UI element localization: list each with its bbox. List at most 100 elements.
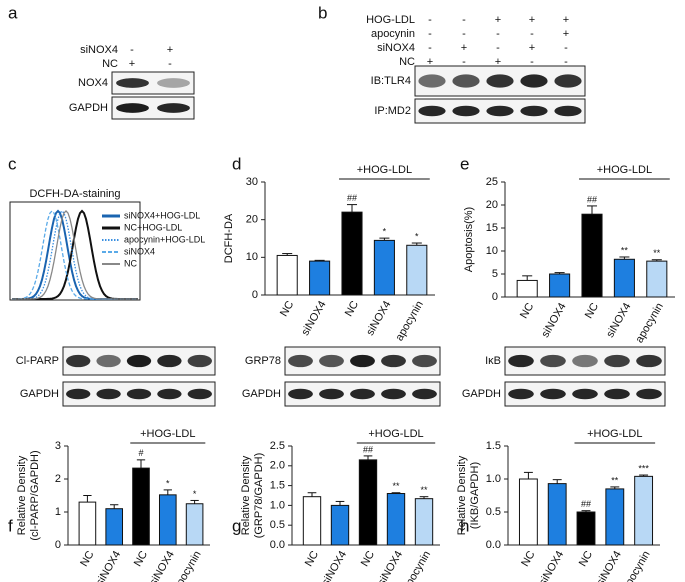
significance-label: ** bbox=[420, 485, 428, 495]
blot-band bbox=[508, 388, 534, 400]
x-tick-label: siNOX4 bbox=[376, 549, 405, 582]
blot-label: IB:TLR4 bbox=[371, 75, 411, 87]
condition-label: apocynin bbox=[371, 28, 415, 40]
y-tick-label: 30 bbox=[246, 176, 258, 188]
legend-label: siNOX4 bbox=[124, 246, 155, 256]
condition-sign: - bbox=[564, 56, 568, 68]
blot-band bbox=[508, 354, 534, 368]
blot-band bbox=[381, 354, 406, 368]
blot-band bbox=[116, 103, 149, 113]
x-tick-label: siNOX4 bbox=[94, 549, 123, 582]
blot-band bbox=[96, 388, 121, 400]
y-tick-label: 5 bbox=[492, 268, 498, 280]
panel-letter: c bbox=[8, 154, 17, 173]
x-tick-label: NC bbox=[343, 299, 361, 319]
y-axis-label: Relative Density bbox=[456, 455, 468, 535]
y-tick-label: 15 bbox=[486, 222, 498, 234]
blot-band bbox=[381, 388, 406, 400]
blot-label: GAPDH bbox=[20, 388, 59, 400]
blot-band bbox=[540, 354, 566, 368]
bar bbox=[605, 488, 625, 546]
condition-sign: - bbox=[462, 14, 466, 26]
condition-label: NC bbox=[102, 58, 118, 70]
condition-sign: - bbox=[564, 42, 568, 54]
y-tick-label: 2 bbox=[55, 473, 61, 485]
condition-sign: - bbox=[428, 28, 432, 40]
condition-sign: + bbox=[529, 42, 535, 54]
y-tick-label: 0 bbox=[252, 289, 258, 301]
y-axis-label: DCFH-DA bbox=[223, 213, 235, 263]
x-tick-label: siNOX4 bbox=[604, 301, 633, 340]
condition-sign: + bbox=[129, 58, 135, 70]
condition-label: NC bbox=[399, 56, 415, 68]
blot-band bbox=[96, 354, 121, 368]
x-tick-label: siNOX4 bbox=[364, 299, 393, 338]
blot-band bbox=[604, 388, 630, 400]
y-tick-label: 0.5 bbox=[270, 519, 285, 531]
blot-band bbox=[116, 78, 149, 88]
x-tick-label: NC bbox=[278, 299, 296, 319]
blot-band bbox=[540, 388, 566, 400]
y-tick-label: 2.0 bbox=[270, 460, 285, 472]
significance-label: # bbox=[138, 448, 143, 458]
bar bbox=[547, 483, 567, 546]
x-tick-label: NC bbox=[78, 549, 96, 569]
blot-band bbox=[572, 354, 598, 368]
panel-letter: e bbox=[460, 154, 469, 173]
condition-sign: - bbox=[428, 42, 432, 54]
blot-band bbox=[412, 354, 437, 368]
x-tick-label: NC bbox=[359, 549, 377, 569]
group-label: +HOG-LDL bbox=[597, 164, 652, 176]
blot-band bbox=[486, 105, 514, 117]
panel-letter: g bbox=[232, 516, 241, 535]
y-tick-label: 0.5 bbox=[486, 506, 501, 518]
condition-sign: - bbox=[168, 58, 172, 70]
blot-band bbox=[187, 354, 212, 368]
blot-band bbox=[157, 354, 182, 368]
significance-label: ## bbox=[363, 444, 373, 454]
bar bbox=[581, 213, 603, 298]
significance-label: ** bbox=[621, 245, 629, 255]
blot-band bbox=[66, 388, 91, 400]
y-axis-label: (GRP78/GAPDH) bbox=[253, 453, 265, 539]
bar bbox=[373, 239, 395, 296]
blot-band bbox=[554, 74, 582, 88]
condition-sign: - bbox=[496, 42, 500, 54]
bar bbox=[518, 478, 538, 546]
significance-label: * bbox=[166, 478, 170, 488]
bar bbox=[105, 508, 124, 546]
blot-band bbox=[486, 74, 514, 88]
blot-label: GAPDH bbox=[462, 388, 501, 400]
condition-sign: - bbox=[462, 56, 466, 68]
condition-sign: + bbox=[461, 42, 467, 54]
x-tick-label: siNOX4 bbox=[299, 299, 328, 338]
condition-sign: + bbox=[427, 56, 433, 68]
y-tick-label: 1 bbox=[55, 506, 61, 518]
blot-band bbox=[412, 388, 437, 400]
condition-label: siNOX4 bbox=[377, 42, 415, 54]
blot-band bbox=[187, 388, 212, 400]
x-tick-label: siNOX4 bbox=[539, 301, 568, 340]
blot-band bbox=[319, 388, 344, 400]
blot-band bbox=[452, 74, 480, 88]
panel-letter: h bbox=[460, 516, 469, 535]
condition-sign: - bbox=[428, 14, 432, 26]
blot-label: Cl-PARP bbox=[16, 355, 59, 367]
y-axis-label: Relative Density bbox=[16, 455, 28, 535]
condition-sign: - bbox=[130, 44, 134, 56]
blot-band bbox=[126, 354, 152, 368]
panel-letter: a bbox=[8, 3, 18, 22]
condition-sign: + bbox=[495, 56, 501, 68]
x-tick-label: apocynin bbox=[633, 301, 665, 345]
bar bbox=[302, 496, 322, 546]
x-tick-label: siNOX4 bbox=[595, 549, 624, 582]
significance-label: ## bbox=[587, 194, 597, 204]
blot-band bbox=[157, 78, 190, 88]
flow-title: DCFH-DA-staining bbox=[29, 188, 120, 200]
blot-label: GAPDH bbox=[69, 102, 108, 114]
blot-band bbox=[604, 354, 630, 368]
group-label: +HOG-LDL bbox=[587, 428, 642, 440]
y-tick-label: 20 bbox=[486, 199, 498, 211]
condition-label: siNOX4 bbox=[80, 44, 118, 56]
